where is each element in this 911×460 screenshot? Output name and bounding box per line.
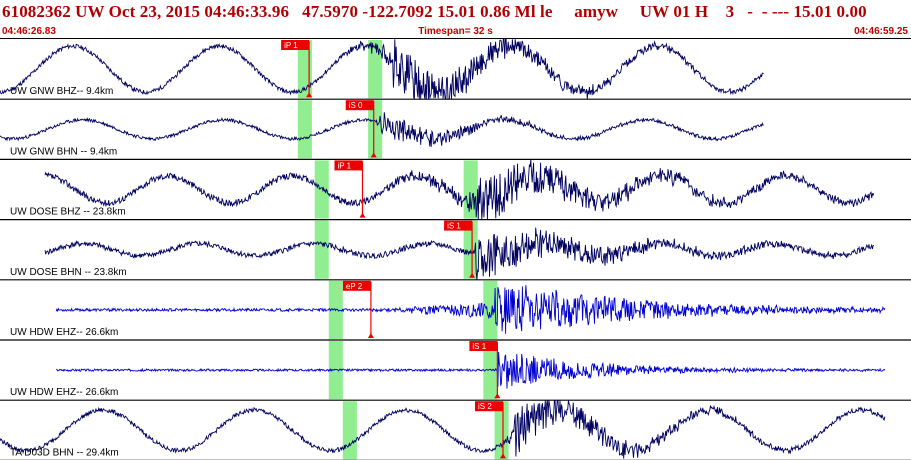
phase-window-6-2 bbox=[483, 341, 498, 400]
waveform-trace-6 bbox=[56, 351, 886, 389]
channel-label-3: UW DOSE BHZ -- 23.8km bbox=[10, 207, 126, 218]
window-end-time: 04:46:59.25 bbox=[854, 26, 908, 37]
header-divider bbox=[0, 38, 911, 39]
waveform-trace-5 bbox=[55, 285, 886, 334]
pick-flag-4[interactable] bbox=[444, 220, 473, 231]
channel-label-7: TA D03D BHN -- 29.4km bbox=[10, 447, 119, 458]
waveform-trace-3 bbox=[44, 159, 875, 220]
phase-window-2-2 bbox=[368, 100, 383, 159]
phase-window-2-1 bbox=[297, 100, 312, 159]
channel-label-1: UW GNW BHZ-- 9.4km bbox=[10, 86, 113, 97]
phase-window-5-2 bbox=[483, 280, 498, 339]
pick-flag-label: iS 2 bbox=[478, 402, 492, 411]
pick-flag-label: iS 0 bbox=[349, 101, 363, 110]
phase-window-7-1 bbox=[342, 401, 357, 460]
phase-window-4-1 bbox=[314, 220, 329, 279]
pick-marker-3 bbox=[359, 212, 366, 218]
pick-flag-label: iS 1 bbox=[447, 222, 461, 231]
pick-flag-3[interactable] bbox=[334, 160, 363, 171]
pick-marker-5 bbox=[367, 333, 374, 338]
channel-label-6: UW HDW EHZ-- 26.6km bbox=[10, 387, 118, 398]
waveform-trace-4 bbox=[44, 227, 875, 280]
pick-marker-4 bbox=[469, 272, 476, 278]
channel-label-4: UW DOSE BHN -- 23.8km bbox=[10, 267, 127, 278]
pick-flag-7[interactable] bbox=[474, 401, 503, 412]
pick-flag-5[interactable] bbox=[342, 280, 371, 291]
pick-flag-label: iP 1 bbox=[337, 161, 351, 170]
seismogram-header: 61082362 UW Oct 23, 2015 04:46:33.96 47.… bbox=[0, 0, 911, 40]
waveform-trace-1 bbox=[0, 39, 764, 100]
phase-window-1-1 bbox=[297, 40, 312, 99]
pick-marker-2 bbox=[370, 152, 377, 158]
channel-label-2: UW GNW BHN -- 9.4km bbox=[10, 146, 117, 157]
pick-marker-1 bbox=[306, 92, 313, 98]
channel-label-5: UW HDW EHZ-- 26.6km bbox=[10, 327, 118, 338]
event-summary-title: 61082362 UW Oct 23, 2015 04:46:33.96 47.… bbox=[2, 2, 867, 21]
pick-marker-6 bbox=[494, 393, 501, 399]
waveform-trace-7 bbox=[0, 399, 886, 459]
pick-flag-label: iP 1 bbox=[284, 41, 298, 50]
timespan-label: Timespan= 32 s bbox=[418, 26, 493, 37]
phase-window-6-1 bbox=[328, 341, 343, 400]
pick-flag-label: eP 2 bbox=[346, 282, 363, 291]
pick-marker-7 bbox=[499, 453, 506, 459]
phase-window-3-1 bbox=[314, 160, 329, 219]
window-start-time: 04:46:26.83 bbox=[2, 26, 56, 37]
waveform-trace-2 bbox=[0, 112, 764, 147]
pick-flag-2[interactable] bbox=[345, 100, 374, 111]
pick-flag-label: iS 1 bbox=[472, 342, 486, 351]
seismogram-panel[interactable]: iP 1 UW GNW BHZ-- 9.4km iS 0 UW GNW BHN -- … bbox=[0, 39, 911, 460]
pick-flag-6[interactable] bbox=[469, 341, 498, 351]
pick-flag-1[interactable] bbox=[281, 40, 310, 50]
